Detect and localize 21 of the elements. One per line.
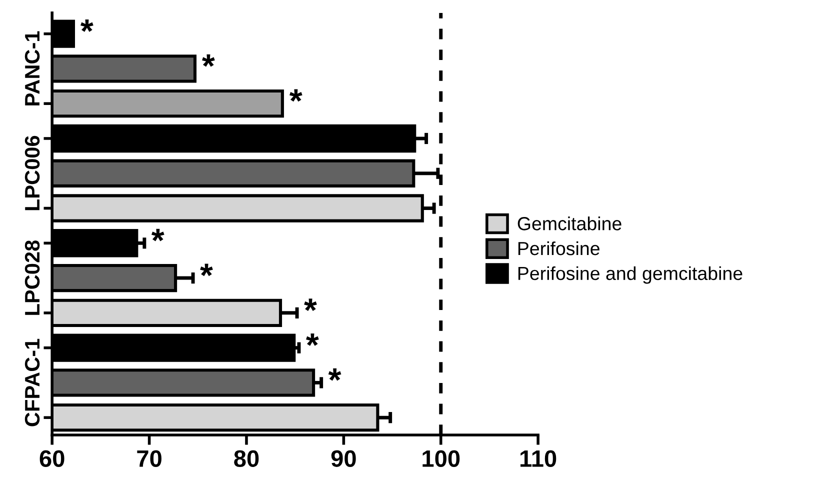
legend-label: Gemcitabine xyxy=(518,216,622,230)
x-tick-label: 70 xyxy=(137,450,162,467)
data-label: * xyxy=(80,20,94,32)
data-label: * xyxy=(328,368,342,381)
legend-label: Perifosine and gemcitabine xyxy=(518,266,742,284)
y-tick-label: PANC-1 xyxy=(24,31,40,106)
x-tick-label: 60 xyxy=(40,450,64,467)
data-label: * xyxy=(151,228,164,242)
x-tick-label: 90 xyxy=(331,450,356,467)
x-tick-label: 110 xyxy=(520,450,556,467)
y-tick-label: LPC006 xyxy=(24,136,40,210)
data-label: * xyxy=(200,264,213,276)
y-tick-label: LPC028 xyxy=(24,240,40,315)
x-tick-label: 100 xyxy=(422,450,460,467)
data-label: * xyxy=(289,89,302,102)
data-label: * xyxy=(202,54,215,67)
data-label: * xyxy=(306,333,319,346)
y-tick-label: CFPAC-1 xyxy=(24,338,40,426)
data-label: * xyxy=(304,298,317,312)
x-tick-label: 80 xyxy=(234,450,259,467)
legend-label: Perifosine xyxy=(518,241,600,256)
